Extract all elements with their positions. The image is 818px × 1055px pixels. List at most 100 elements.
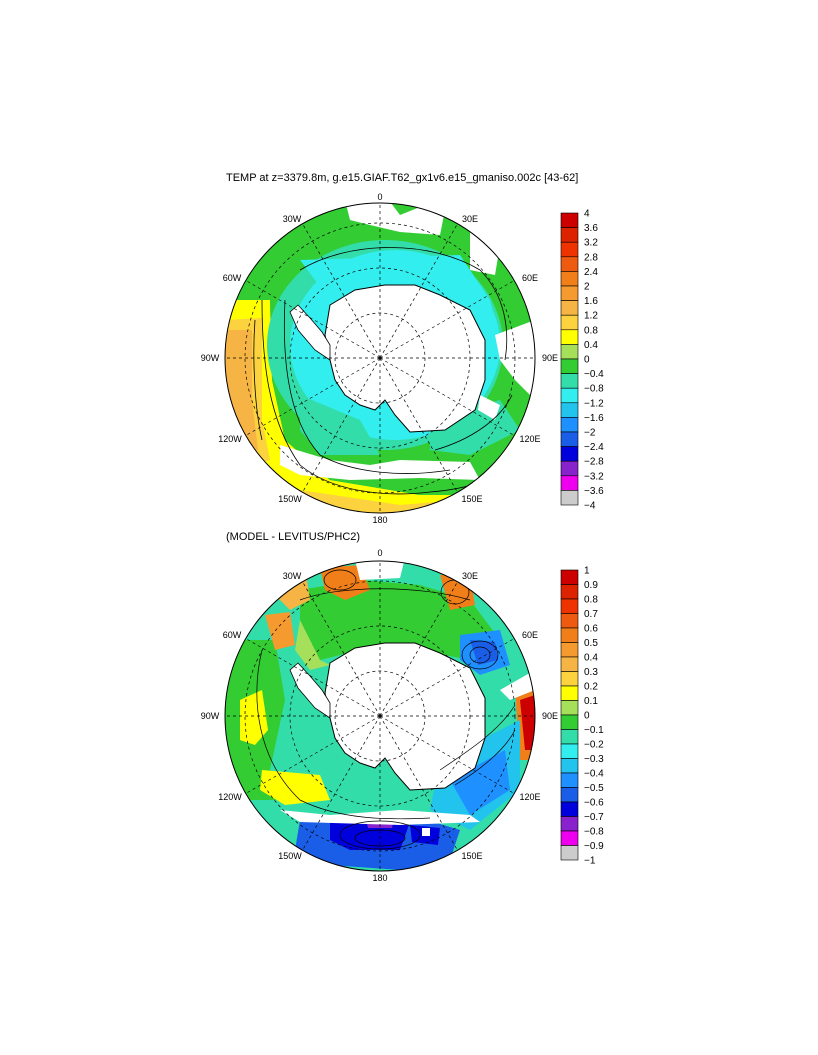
lon-label-150w: 150W xyxy=(278,851,302,861)
colorbar-tick-label: −1.2 xyxy=(584,398,604,409)
colorbar-swatch xyxy=(560,475,579,491)
meridian-line xyxy=(245,715,381,794)
colorbar-tick-label: 0 xyxy=(584,355,590,366)
colorbar-tick-label: 0.9 xyxy=(584,580,598,591)
meridian-line xyxy=(379,280,515,359)
colorbar-swatch xyxy=(560,373,579,389)
colorbar-tick-label: −4 xyxy=(584,501,596,512)
lon-label-60w: 60W xyxy=(223,273,242,283)
colorbar-tick-label: 3.6 xyxy=(584,223,598,234)
colorbar-swatch xyxy=(560,241,579,258)
colorbar-swatch xyxy=(560,627,579,643)
colorbar-tick-label: −3.6 xyxy=(584,486,604,497)
colorbar-swatch xyxy=(560,314,579,331)
colorbar-swatch xyxy=(560,642,579,658)
lon-label-90e: 90E xyxy=(542,353,558,363)
lon-label-150w: 150W xyxy=(278,494,302,504)
meridian-line xyxy=(302,357,381,493)
lon-label-60e: 60E xyxy=(522,630,538,640)
lon-label-150e: 150E xyxy=(461,851,482,861)
meridian-line xyxy=(245,357,381,436)
colorbar-tick-label: −0.5 xyxy=(584,783,604,794)
colorbar-swatch xyxy=(560,446,579,462)
colorbar-swatch xyxy=(560,758,579,774)
lon-label-30e: 30E xyxy=(462,571,478,581)
colorbar-swatch xyxy=(560,417,579,433)
colorbar-swatch xyxy=(560,344,579,360)
colorbar-tick-label: 0.2 xyxy=(584,682,598,693)
colorbar-swatch xyxy=(560,685,579,701)
colorbar-swatch xyxy=(560,490,579,506)
lon-label-120e: 120E xyxy=(519,434,540,444)
colorbar-swatch xyxy=(560,358,579,374)
lon-label-60e: 60E xyxy=(522,273,538,283)
lon-label-90w: 90W xyxy=(201,711,220,721)
meridian-line xyxy=(245,638,381,717)
lon-label-0: 0 xyxy=(377,192,382,202)
meridian-line xyxy=(379,715,458,851)
colorbar-tick-label: 0.4 xyxy=(584,340,598,351)
colorbar-tick-label: 0 xyxy=(584,711,590,722)
colorbar-swatch xyxy=(560,300,579,316)
colorbar-swatch xyxy=(560,271,579,287)
colorbar-tick-label: 1 xyxy=(584,566,590,577)
colorbar-tick-label: −0.4 xyxy=(584,369,604,380)
colorbar-swatch xyxy=(560,329,579,345)
colorbar-tick-label: −2 xyxy=(584,428,596,439)
lon-label-120w: 120W xyxy=(218,434,242,444)
lon-label-60w: 60W xyxy=(223,630,242,640)
colorbar-swatch xyxy=(560,227,579,243)
colorbar-swatch xyxy=(560,402,579,418)
colorbar-tick-label: 2 xyxy=(584,282,590,293)
colorbar-swatch xyxy=(560,772,579,788)
colorbar-tick-label: −0.4 xyxy=(584,769,604,780)
colorbar-tick-label: −1 xyxy=(584,856,596,867)
meridian-line xyxy=(302,715,381,851)
colorbar-swatch xyxy=(560,714,579,730)
colorbar-tick-label: 2.4 xyxy=(584,267,598,278)
meridian-line xyxy=(379,638,515,717)
colorbar-tick-label: −0.1 xyxy=(584,725,604,736)
panel-title-difference: (MODEL - LEVITUS/PHC2) xyxy=(226,531,361,543)
colorbar-swatch xyxy=(560,431,579,447)
colorbar-tick-label: −2.8 xyxy=(584,457,604,468)
colorbar-tick-label: 0.3 xyxy=(584,667,598,678)
colorbar-tick-label: 2.8 xyxy=(584,252,598,263)
colorbar-swatch xyxy=(560,256,579,272)
colorbar-swatch xyxy=(560,830,579,846)
colorbar-swatch xyxy=(560,743,579,759)
colorbar-tick-label: −0.7 xyxy=(584,812,604,823)
lon-label-30w: 30W xyxy=(283,571,302,581)
difference-polar-map xyxy=(224,560,536,872)
colorbar-difference: 1 0.9 0.8 0.7 0.6 0.5 0.4 0.3 0.2 0.1 0 −0.1 −0.2 −0.… xyxy=(560,566,604,867)
lon-label-0: 0 xyxy=(377,548,382,558)
meridian-line xyxy=(245,280,381,359)
colorbar-swatch xyxy=(560,598,579,614)
colorbar-tick-label: 0.8 xyxy=(584,595,598,606)
colorbar-swatch xyxy=(560,285,579,301)
temperature-field xyxy=(225,203,535,513)
colorbar-tick-label: 1.6 xyxy=(584,296,598,307)
colorbar-swatch xyxy=(560,613,579,629)
colorbar-tick-label: 0.4 xyxy=(584,653,598,664)
colorbar-tick-label: 0.7 xyxy=(584,609,598,620)
colorbar-swatch xyxy=(560,584,579,600)
colorbar-tick-label: 0.8 xyxy=(584,325,598,336)
colorbar-tick-label: 0.5 xyxy=(584,638,598,649)
lon-label-120w: 120W xyxy=(218,792,242,802)
lon-label-30w: 30W xyxy=(283,214,302,224)
colorbar-swatch xyxy=(560,212,579,228)
colorbar-tick-label: −2.4 xyxy=(584,442,604,453)
colorbar-swatch xyxy=(560,729,579,745)
colorbar-tick-label: −0.9 xyxy=(584,841,604,852)
colorbar-tick-label: −1.6 xyxy=(584,413,604,424)
difference-field xyxy=(225,561,535,871)
colorbar-tick-label: −0.6 xyxy=(584,798,604,809)
colorbar-tick-label: −0.3 xyxy=(584,754,604,765)
lon-label-180: 180 xyxy=(372,515,387,525)
meridian-line xyxy=(379,223,458,359)
colorbar-swatch xyxy=(560,387,579,404)
colorbar-swatch xyxy=(560,656,579,672)
meridian-line xyxy=(379,357,515,436)
